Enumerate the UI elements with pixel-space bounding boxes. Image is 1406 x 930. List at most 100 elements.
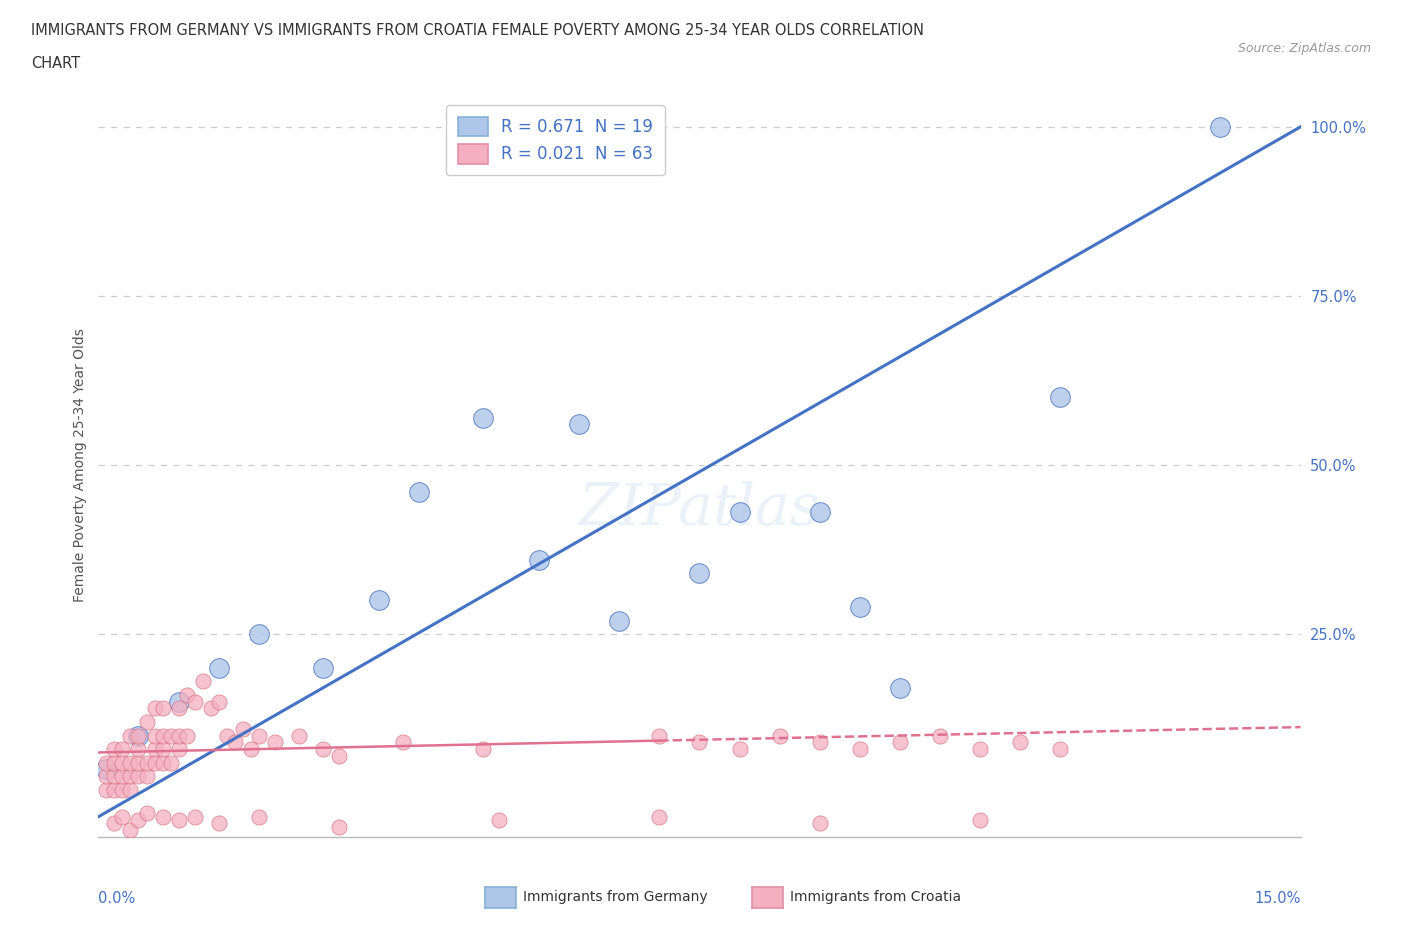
Point xyxy=(247,728,270,743)
Point xyxy=(609,613,631,628)
Point xyxy=(312,660,335,675)
Point xyxy=(103,755,125,770)
Point xyxy=(120,823,142,838)
Point xyxy=(135,714,157,729)
Point xyxy=(111,741,134,756)
Point xyxy=(135,755,157,770)
Point xyxy=(143,701,166,716)
Text: ZIPatlas: ZIPatlas xyxy=(579,482,820,538)
Point xyxy=(128,813,150,828)
Point xyxy=(111,809,134,824)
Point xyxy=(889,681,911,696)
Text: Immigrants from Croatia: Immigrants from Croatia xyxy=(790,890,962,905)
Point xyxy=(969,741,991,756)
Point xyxy=(159,728,181,743)
Text: CHART: CHART xyxy=(31,56,80,71)
Point xyxy=(263,735,285,750)
Point xyxy=(849,741,872,756)
Point xyxy=(143,755,166,770)
Point xyxy=(472,410,495,425)
Point xyxy=(183,695,205,710)
Point xyxy=(103,816,125,830)
Point xyxy=(648,809,671,824)
Point xyxy=(103,769,125,784)
Point xyxy=(488,813,510,828)
Point xyxy=(111,782,134,797)
Point xyxy=(208,695,231,710)
Point xyxy=(128,741,150,756)
Point xyxy=(728,741,751,756)
Point xyxy=(128,728,150,743)
Point xyxy=(96,762,118,777)
Point xyxy=(768,728,790,743)
Text: Source: ZipAtlas.com: Source: ZipAtlas.com xyxy=(1237,42,1371,55)
Point xyxy=(167,813,190,828)
Point xyxy=(135,806,157,821)
Text: 15.0%: 15.0% xyxy=(1254,891,1301,906)
Point xyxy=(247,809,270,824)
Point xyxy=(128,769,150,784)
Point xyxy=(103,782,125,797)
Point xyxy=(208,660,231,675)
Point xyxy=(1010,735,1032,750)
Point xyxy=(849,600,872,615)
Point xyxy=(648,728,671,743)
Point xyxy=(688,735,710,750)
Point xyxy=(96,782,118,797)
Point xyxy=(167,728,190,743)
Point xyxy=(152,809,174,824)
Point xyxy=(328,749,350,764)
Text: IMMIGRANTS FROM GERMANY VS IMMIGRANTS FROM CROATIA FEMALE POVERTY AMONG 25-34 YE: IMMIGRANTS FROM GERMANY VS IMMIGRANTS FR… xyxy=(31,23,924,38)
Point xyxy=(568,417,591,432)
Point xyxy=(96,755,118,770)
Point xyxy=(969,813,991,828)
Point xyxy=(215,728,238,743)
Point xyxy=(239,741,262,756)
Point xyxy=(152,755,174,770)
Point xyxy=(889,735,911,750)
Point xyxy=(808,816,831,830)
Point xyxy=(120,769,142,784)
Point xyxy=(120,755,142,770)
Point xyxy=(1049,741,1071,756)
Point xyxy=(152,701,174,716)
Point xyxy=(392,735,415,750)
Point xyxy=(224,735,246,750)
Point xyxy=(208,816,231,830)
Point xyxy=(152,741,174,756)
Point xyxy=(176,728,198,743)
Point xyxy=(183,809,205,824)
Legend: R = 0.671  N = 19, R = 0.021  N = 63: R = 0.671 N = 19, R = 0.021 N = 63 xyxy=(446,105,665,175)
Point xyxy=(408,485,430,499)
Point xyxy=(247,627,270,642)
Point xyxy=(368,592,391,607)
Point xyxy=(200,701,222,716)
Point xyxy=(120,782,142,797)
Point xyxy=(312,741,335,756)
Point xyxy=(167,741,190,756)
Point xyxy=(176,687,198,702)
Point xyxy=(135,769,157,784)
Text: Immigrants from Germany: Immigrants from Germany xyxy=(523,890,707,905)
Point xyxy=(103,741,125,756)
Point xyxy=(120,728,142,743)
Point xyxy=(328,819,350,834)
Point xyxy=(191,674,214,689)
Point xyxy=(1209,119,1232,134)
Point xyxy=(143,728,166,743)
Y-axis label: Female Poverty Among 25-34 Year Olds: Female Poverty Among 25-34 Year Olds xyxy=(73,328,87,602)
Point xyxy=(929,728,952,743)
Point xyxy=(167,701,190,716)
Point xyxy=(1049,390,1071,405)
Point xyxy=(167,695,190,710)
Point xyxy=(232,722,254,737)
Point xyxy=(143,741,166,756)
Point xyxy=(96,769,118,784)
Point xyxy=(529,552,551,567)
Point xyxy=(111,755,134,770)
Point xyxy=(159,755,181,770)
Point xyxy=(728,505,751,520)
Point xyxy=(688,565,710,580)
Point xyxy=(808,735,831,750)
Point xyxy=(152,728,174,743)
